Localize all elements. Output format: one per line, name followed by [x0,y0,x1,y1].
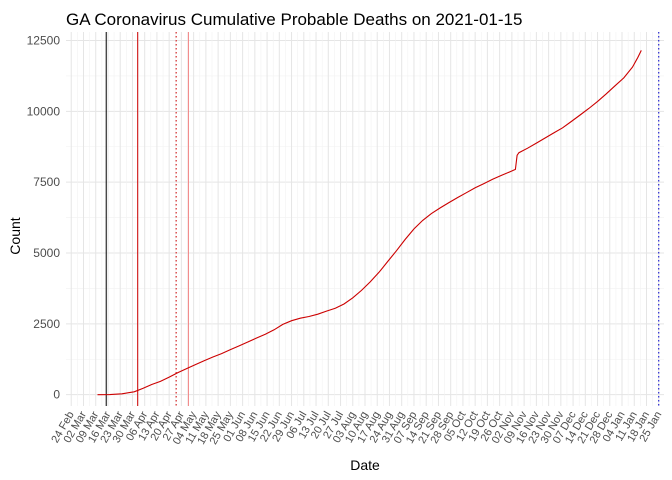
y-axis-title: Count [7,217,23,254]
series-line [97,50,642,396]
gridlines [66,32,664,406]
y-tick-label: 0 [53,388,60,402]
y-tick-label: 10000 [27,104,61,118]
reference-lines [105,32,660,406]
y-axis-ticks: 0 2500 5000 7500 10000 12500 [27,34,61,402]
y-tick-label: 2500 [33,317,60,331]
y-tick-label: 5000 [33,246,60,260]
x-axis-title: Date [350,457,380,473]
y-tick-label: 7500 [33,175,60,189]
chart-title: GA Coronavirus Cumulative Probable Death… [66,10,522,29]
y-tick-label: 12500 [27,34,61,48]
